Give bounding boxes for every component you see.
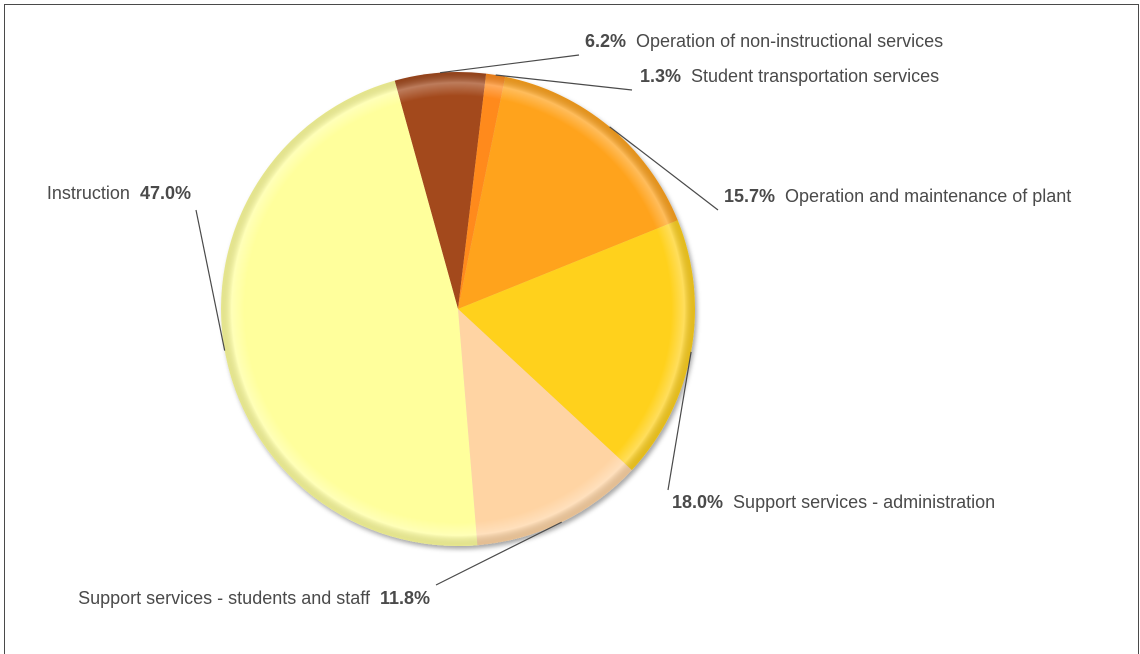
slice-label: 6.2% Operation of non-instructional servi… xyxy=(585,31,943,51)
slice-name: Operation of non-instructional services xyxy=(636,31,943,51)
leader-line xyxy=(435,521,562,586)
slice-percent: 15.7% xyxy=(724,186,775,206)
pie-labels: 6.2% Operation of non-instructional servi… xyxy=(47,31,1071,608)
slice-percent: 6.2% xyxy=(585,31,626,51)
slice-percent: 11.8% xyxy=(380,588,430,608)
leader-line xyxy=(440,54,580,74)
slice-label: 15.7% Operation and maintenance of plant xyxy=(724,186,1071,206)
slice-name: Support services - students and staff xyxy=(78,588,371,608)
slice-label: 1.3% Student transportation services xyxy=(640,66,939,86)
leader-line xyxy=(609,126,719,211)
slice-name: Operation and maintenance of plant xyxy=(785,186,1071,206)
slice-name: Student transportation services xyxy=(691,66,939,86)
slice-label: Instruction 47.0% xyxy=(47,183,191,203)
leader-line xyxy=(667,351,692,491)
slice-label: 18.0% Support services - administration xyxy=(672,492,995,512)
leader-line xyxy=(195,209,226,351)
slice-percent: 18.0% xyxy=(672,492,723,512)
slice-name: Instruction xyxy=(47,183,130,203)
leader-line xyxy=(495,74,633,91)
slice-percent: 1.3% xyxy=(640,66,681,86)
slice-percent: 47.0% xyxy=(140,183,191,203)
pie-slices xyxy=(221,72,696,546)
slice-name: Support services - administration xyxy=(733,492,995,512)
slice-label: Support services - students and staff 11.… xyxy=(78,588,430,608)
